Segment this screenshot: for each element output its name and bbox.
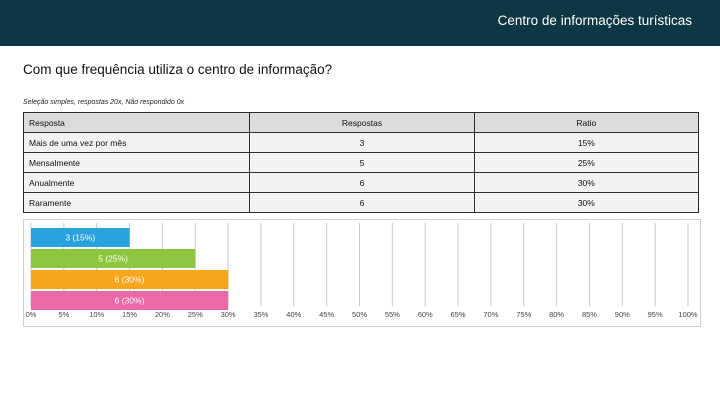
x-tick-label: 45% [319,310,334,319]
row-ratio: 30% [473,172,700,193]
x-tick-label: 85% [582,310,597,319]
bar-data-label: 5 (25%) [98,254,128,264]
row-count: 5 [249,152,475,173]
results-table: Resposta Respostas Ratio Mais de uma vez… [22,112,700,213]
chart-frame: 0% 5% 10% 15% 20% 25% 30% 35% 40% 45% 50% 55% 60% 65%… [23,219,701,327]
x-tick-label: 65% [451,310,466,319]
row-ratio: 30% [473,192,700,213]
x-tick-label: 100% [678,310,698,319]
header-resposta: Resposta [22,112,251,133]
bar-data-label: 3 (15%) [65,233,95,243]
x-tick-label: 35% [253,310,268,319]
x-tick-label: 50% [352,310,367,319]
row-answer: Raramente [22,192,251,213]
table-header-row: Resposta Respostas Ratio [22,112,700,133]
x-tick-label: 55% [385,310,400,319]
header-respostas: Respostas [249,112,475,133]
question-title: Com que frequência utiliza o centro de i… [23,62,333,77]
table-row: Mensalmente 5 25% [22,152,700,173]
bar-data-label: 6 (30%) [115,275,145,285]
x-tick-label: 40% [286,310,301,319]
bar-data-label: 6 (30%) [115,296,145,306]
x-tick-label: 30% [221,310,236,319]
x-tick-label: 60% [418,310,433,319]
x-tick-label: 70% [483,310,498,319]
bar-chart: 0% 5% 10% 15% 20% 25% 30% 35% 40% 45% 50% 55% 60% 65%… [26,223,698,319]
x-tick-label: 95% [648,310,663,319]
row-answer: Anualmente [22,172,251,193]
row-answer: Mensalmente [22,152,251,173]
x-tick-label: 75% [516,310,531,319]
row-count: 6 [249,192,475,213]
row-ratio: 25% [473,152,700,173]
x-tick-label: 80% [549,310,564,319]
x-tick-label: 20% [155,310,170,319]
x-tick-label: 0% [26,310,37,319]
row-ratio: 15% [473,132,700,153]
header-ratio: Ratio [473,112,700,133]
row-answer: Mais de uma vez por mês [22,132,251,153]
x-tick-label: 25% [188,310,203,319]
header-title: Centro de informações turísticas [497,13,692,28]
row-count: 6 [249,172,475,193]
x-tick-label: 5% [58,310,69,319]
chart-bar [31,249,196,268]
x-tick-label: 90% [615,310,630,319]
x-tick-label: 10% [89,310,104,319]
response-summary: Seleção simples, respostas 20x, Não resp… [23,99,185,106]
chart-bar [31,228,130,247]
x-tick-label: 15% [122,310,137,319]
chart-bar [31,270,229,289]
table-row: Anualmente 6 30% [22,172,700,193]
chart-bar [31,291,229,310]
table-row: Mais de uma vez por mês 3 15% [22,132,700,153]
app-header: Centro de informações turísticas [0,0,720,46]
table-row: Raramente 6 30% [22,192,700,213]
row-count: 3 [249,132,475,153]
